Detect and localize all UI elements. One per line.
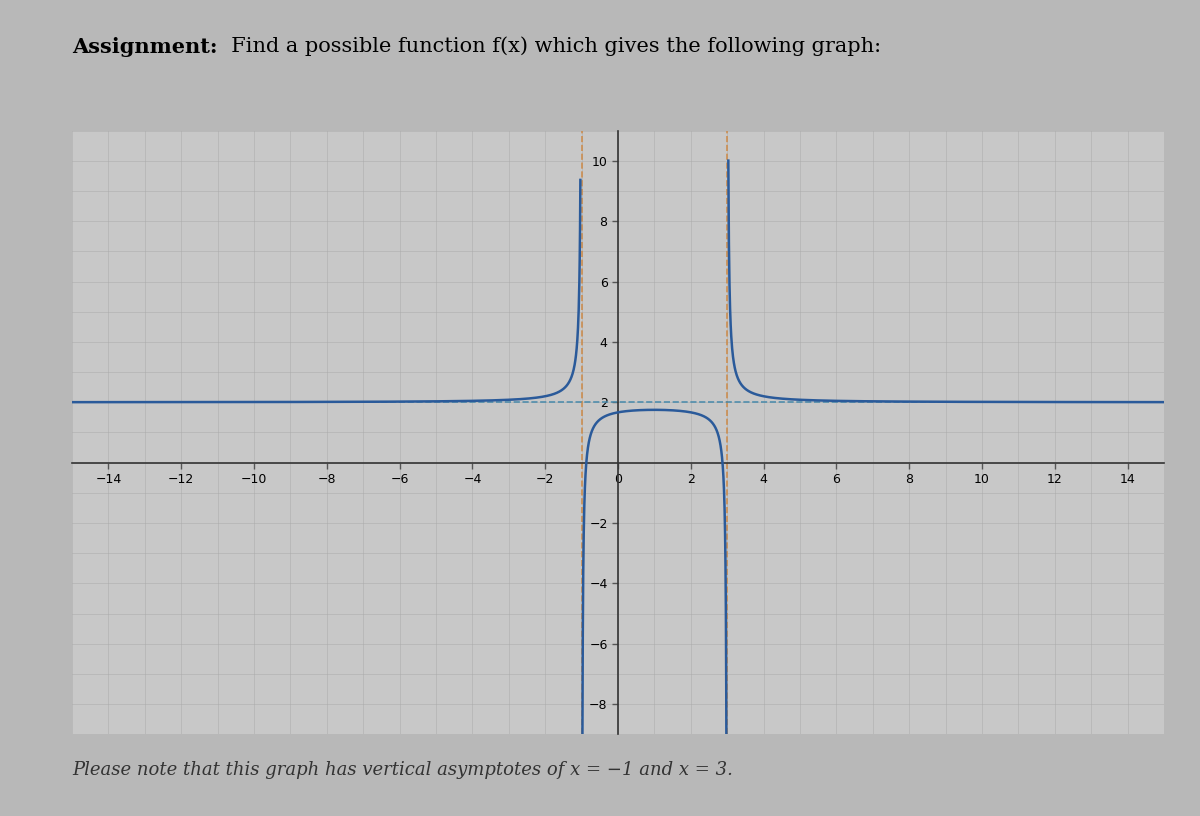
Text: Please note that this graph has vertical asymptotes of x = −1 and x = 3.: Please note that this graph has vertical… xyxy=(72,761,733,779)
Text: Assignment:: Assignment: xyxy=(72,37,217,57)
Text: Find a possible function f(x) which gives the following graph:: Find a possible function f(x) which give… xyxy=(217,37,881,56)
